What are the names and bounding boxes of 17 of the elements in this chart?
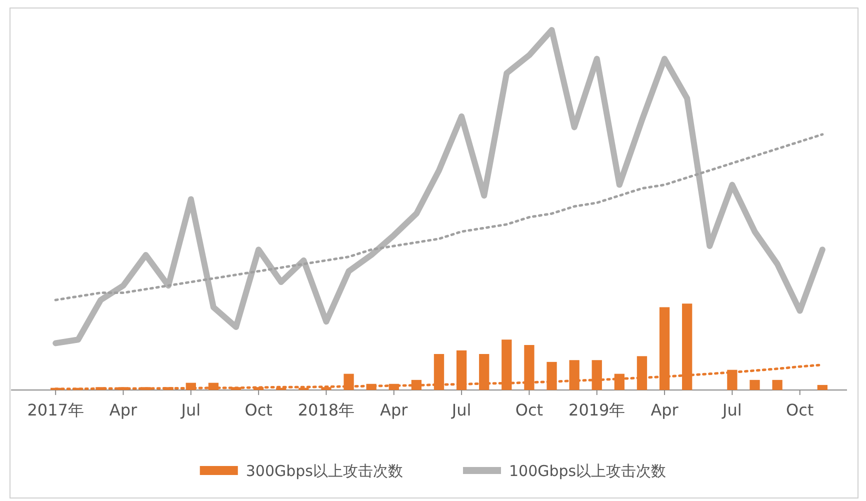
x-tick-label: Oct [515,400,544,420]
x-tick-label: Oct [786,400,814,420]
bar [750,380,760,390]
x-tick-label: Apr [109,400,138,420]
x-tick-label: Apr [380,400,408,420]
x-tick-label: Jul [722,400,742,420]
x-tick-label: 2017年 [27,400,84,420]
x-tick-label: 2019年 [568,400,626,420]
x-tick-label: Jul [450,400,472,420]
x-tick-label: Oct [244,400,272,420]
legend-label: 100Gbps以上攻击次数 [509,462,666,480]
x-tick-label: Jul [180,400,201,420]
x-tick-label: Apr [650,400,679,420]
bar [772,380,782,390]
legend-label: 300Gbps以上攻击次数 [246,462,403,480]
x-tick-label: 2018年 [298,400,355,420]
bar [817,384,828,390]
